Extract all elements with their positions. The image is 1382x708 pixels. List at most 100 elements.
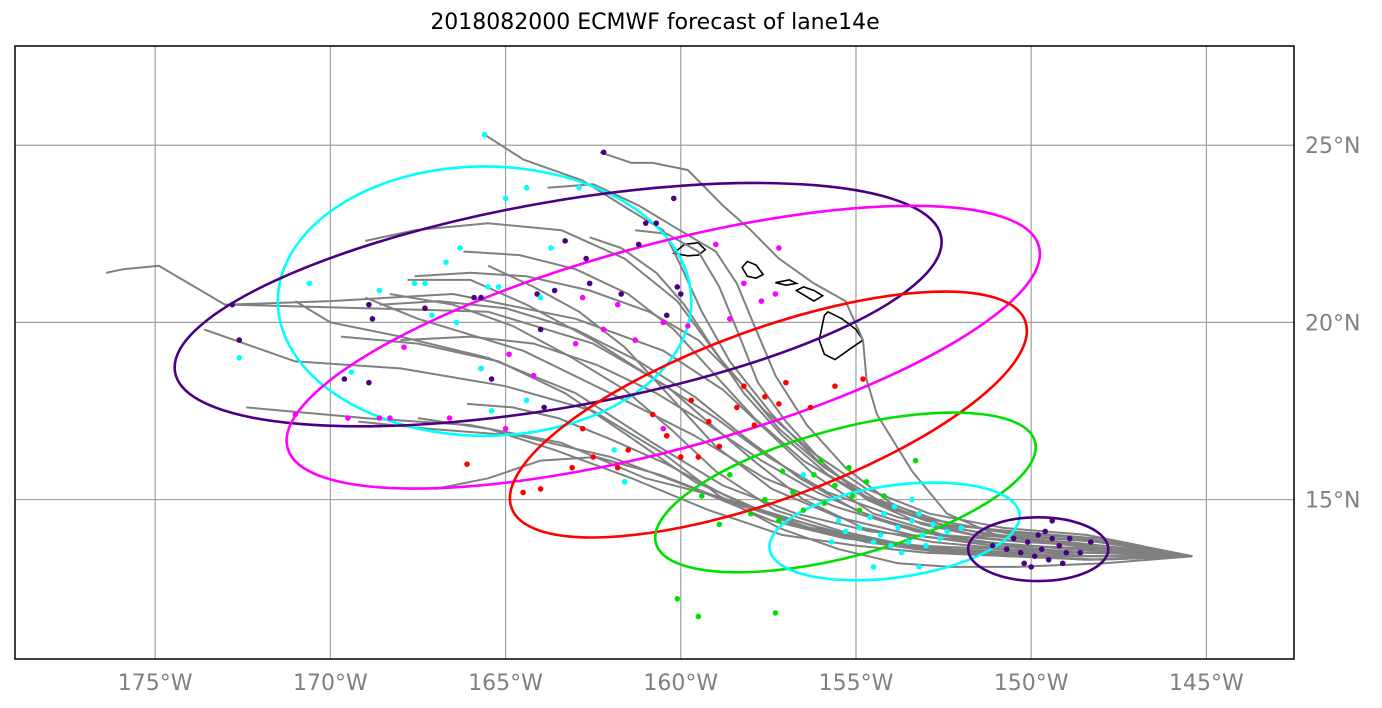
forecast-position — [422, 280, 428, 287]
forecast-position — [937, 535, 943, 542]
forecast-position — [1042, 528, 1049, 535]
forecast-position — [1021, 560, 1027, 567]
forecast-position — [807, 404, 814, 411]
forecast-position — [863, 479, 870, 485]
ensemble-track — [400, 335, 1193, 558]
forecast-position — [800, 507, 807, 513]
forecast-position — [713, 241, 719, 248]
forecast-position — [506, 351, 512, 358]
forecast-position — [674, 595, 681, 602]
ensemble-track — [589, 236, 1193, 558]
forecast-position — [1031, 553, 1038, 560]
forecast-position — [537, 326, 544, 333]
forecast-position — [660, 319, 667, 326]
forecast-position — [1010, 535, 1017, 542]
uncertainty-ellipse — [768, 481, 1021, 582]
forecast-position — [762, 496, 768, 503]
island-outline — [775, 279, 799, 287]
forecast-position — [818, 457, 824, 464]
forecast-position — [888, 542, 894, 549]
forecast-position — [898, 549, 905, 556]
forecast-position — [1003, 546, 1010, 552]
forecast-position — [916, 564, 922, 570]
forecast-position — [916, 510, 922, 517]
forecast-position — [1017, 549, 1024, 556]
ensemble-track — [105, 264, 1193, 558]
forecast-position — [772, 291, 779, 297]
forecast-position — [401, 344, 407, 350]
forecast-position — [909, 496, 915, 503]
forecast-position — [930, 521, 936, 528]
forecast-position — [670, 195, 677, 202]
lat-tick-label: 20°N — [1305, 311, 1360, 336]
forecast-position — [632, 337, 639, 343]
forecast-position — [1038, 546, 1045, 552]
forecast-position — [348, 369, 355, 375]
forecast-position — [443, 259, 449, 265]
uncertainty-ellipses — [173, 165, 1110, 583]
forecast-position — [495, 284, 502, 290]
forecast-position — [1063, 549, 1070, 556]
forecast-position — [1028, 564, 1034, 570]
forecast-position — [1049, 535, 1056, 542]
forecast-position — [523, 397, 530, 404]
forecast-position — [856, 525, 863, 531]
lon-tick-label: 150°W — [994, 671, 1069, 696]
forecast-position — [614, 464, 621, 471]
lon-tick-label: 165°W — [468, 671, 543, 696]
forecast-position — [583, 255, 589, 262]
forecast-position — [569, 464, 575, 471]
island-outline — [818, 310, 865, 361]
forecast-position — [551, 287, 558, 294]
forecast-position — [688, 397, 695, 404]
forecast-position — [502, 425, 509, 432]
forecast-position — [523, 184, 530, 191]
lon-tick-label: 175°W — [118, 671, 193, 696]
forecast-position — [366, 301, 372, 308]
ensemble-track — [379, 300, 1193, 558]
latitude-labels: 25°N 20°N 15°N — [1305, 134, 1360, 513]
forecast-position — [366, 379, 372, 386]
forecast-position — [572, 340, 579, 347]
forecast-position — [534, 291, 540, 297]
forecast-position — [621, 479, 628, 485]
forecast-position — [832, 383, 838, 389]
lat-tick-label: 25°N — [1305, 134, 1360, 159]
forecast-position — [453, 319, 460, 326]
map-title: 2018082000 ECMWF forecast of lane14e — [430, 10, 880, 35]
forecast-position — [923, 542, 929, 549]
forecast-position — [860, 376, 866, 382]
forecast-position — [663, 432, 670, 439]
forecast-position — [579, 425, 586, 432]
forecast-position — [229, 301, 236, 308]
forecast-position — [832, 482, 838, 489]
forecast-position — [1056, 542, 1063, 549]
forecast-position — [716, 521, 723, 528]
lat-tick-label: 15°N — [1305, 489, 1360, 514]
forecast-position — [751, 422, 758, 428]
forecast-position — [376, 415, 383, 421]
plot-frame — [14, 45, 1295, 660]
island-outline — [794, 286, 825, 303]
lon-tick-label: 170°W — [293, 671, 368, 696]
forecast-position — [867, 514, 873, 521]
forecast-position — [699, 493, 705, 499]
forecast-position — [618, 291, 625, 297]
forecast-position — [236, 355, 243, 361]
forecast-position — [520, 489, 526, 496]
forecast-position — [835, 518, 842, 524]
forecast-position — [944, 528, 950, 535]
forecast-position — [600, 326, 607, 333]
forecast-position — [1045, 556, 1052, 563]
forecast-position — [790, 489, 796, 496]
forecast-position — [734, 404, 740, 411]
forecast-position — [422, 305, 428, 312]
forecast-position — [727, 316, 733, 322]
forecast-position — [306, 280, 313, 287]
forecast-position — [958, 525, 964, 531]
forecast-position — [800, 471, 807, 478]
forecast-position — [758, 298, 765, 304]
forecast-position — [345, 415, 351, 421]
forecast-position — [1049, 518, 1056, 524]
